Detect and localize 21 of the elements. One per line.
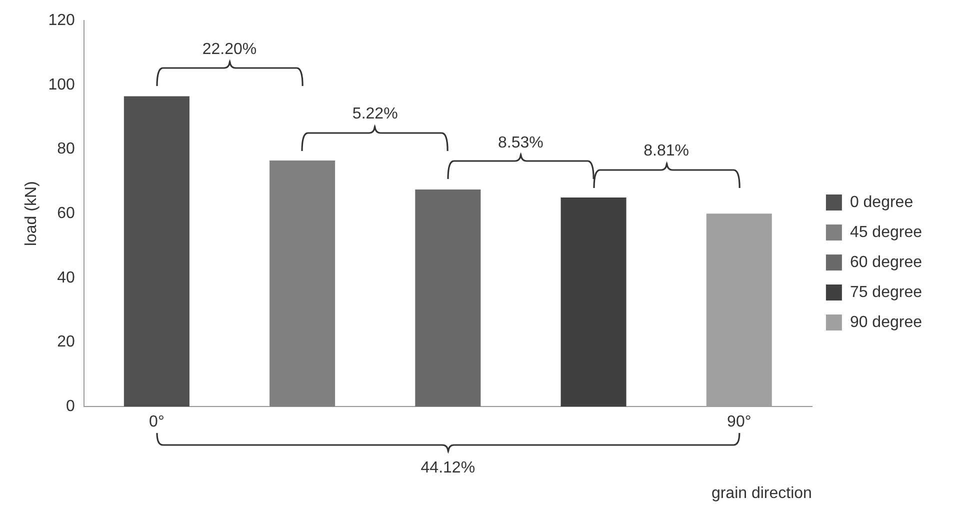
y-tick-label: 40 [57, 269, 75, 286]
text: 44.12% [420, 460, 476, 477]
legend-label: 0 degree [850, 194, 914, 211]
annotation: 8.81% [644, 142, 690, 160]
y-tick-label: 120 [48, 12, 75, 30]
y-tick-label: 20 [57, 334, 75, 351]
legend-label: 90 degree [850, 314, 922, 331]
y-axis-title: load (kN) [23, 181, 40, 246]
annotation: 8.53% [498, 134, 544, 152]
legend-label: 75 degree [850, 284, 922, 301]
y-tick-label: 100 [48, 76, 75, 94]
legend-label: 45 degree [850, 224, 922, 241]
y-tick-label: 0 [66, 398, 75, 416]
x-tick-label: 90° [727, 414, 752, 431]
legend-label: 60 degree [850, 254, 922, 271]
x-axis-title: grain direction [711, 484, 812, 502]
annotation: 22.20% [202, 41, 257, 58]
annotation: 5.22% [352, 106, 398, 123]
x-tick-label: 0° [149, 414, 164, 431]
y-tick-label: 60 [57, 205, 75, 222]
y-tick-label: 80 [57, 140, 75, 158]
